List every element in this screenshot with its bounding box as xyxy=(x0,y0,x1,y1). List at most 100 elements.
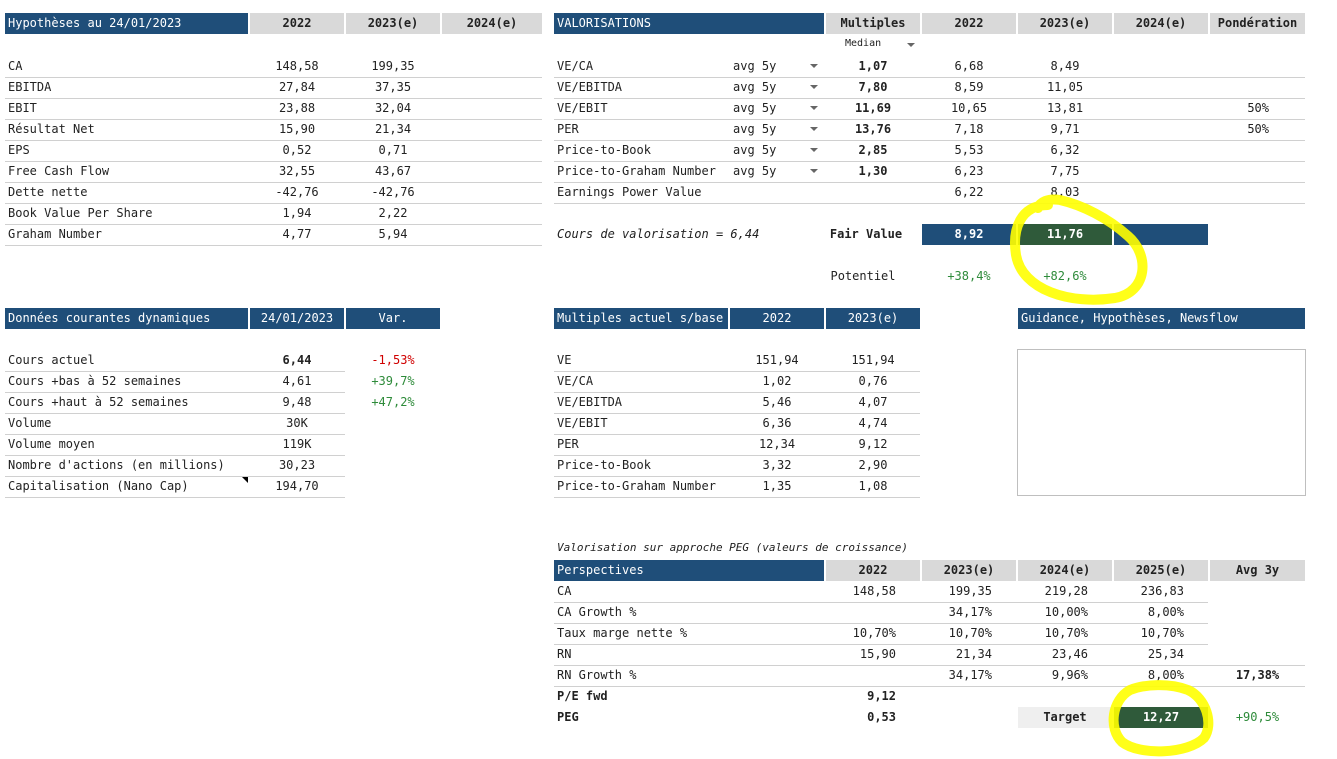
hyp-value[interactable]: 27,84 xyxy=(278,80,316,94)
peg-value[interactable]: 219,28 xyxy=(1044,584,1088,598)
val-2023[interactable]: 9,71 xyxy=(1050,122,1080,136)
target-value[interactable]: 12,27 xyxy=(1114,707,1208,728)
mult-value[interactable]: 12,34 xyxy=(758,437,796,451)
val-2023[interactable]: 7,75 xyxy=(1050,164,1080,178)
avg-select[interactable]: avg 5y xyxy=(733,80,777,94)
val-2022[interactable]: 10,65 xyxy=(950,101,988,115)
peg-value[interactable]: 10,70% xyxy=(948,626,992,640)
val-multiple[interactable]: 13,76 xyxy=(854,122,892,136)
val-2023[interactable]: 8,49 xyxy=(1050,59,1080,73)
hyp-value[interactable]: -42,76 xyxy=(275,185,319,199)
val-2022[interactable]: 6,68 xyxy=(954,59,984,73)
hyp-value[interactable]: 32,55 xyxy=(278,164,316,178)
avg-dropdown-icon[interactable] xyxy=(810,169,818,173)
median-dropdown-icon[interactable] xyxy=(907,43,915,47)
dyn-value[interactable]: 30,23 xyxy=(278,458,316,472)
hyp-value[interactable]: 32,04 xyxy=(374,101,412,115)
avg-select[interactable]: avg 5y xyxy=(733,143,777,157)
val-multiple[interactable]: 11,69 xyxy=(854,101,892,115)
val-2022[interactable]: 6,23 xyxy=(954,164,984,178)
avg-dropdown-icon[interactable] xyxy=(810,64,818,68)
hyp-value[interactable]: 0,52 xyxy=(282,143,312,157)
avg-select[interactable]: avg 5y xyxy=(733,101,777,115)
hyp-value[interactable]: 1,94 xyxy=(282,206,312,220)
fair-value-2022[interactable]: 8,92 xyxy=(922,224,1016,245)
hyp-value[interactable]: 199,35 xyxy=(371,59,415,73)
comment-indicator-icon[interactable] xyxy=(242,477,248,483)
dyn-value[interactable]: 194,70 xyxy=(275,479,319,493)
hyp-value[interactable]: 43,67 xyxy=(374,164,412,178)
avg-dropdown-icon[interactable] xyxy=(810,127,818,131)
hyp-value[interactable]: 21,34 xyxy=(374,122,412,136)
guidance-textbox[interactable] xyxy=(1017,349,1306,496)
dyn-value[interactable]: 4,61 xyxy=(282,374,312,388)
dyn-value[interactable]: 30K xyxy=(286,416,308,430)
val-2022[interactable]: 6,22 xyxy=(954,185,984,199)
val-ponderation[interactable]: 50% xyxy=(1247,122,1269,136)
mult-value[interactable]: 1,35 xyxy=(762,479,792,493)
mult-value[interactable]: 1,02 xyxy=(762,374,792,388)
dyn-value[interactable]: 6,44 xyxy=(282,353,312,367)
mult-value[interactable]: 6,36 xyxy=(762,416,792,430)
median-select[interactable]: Median xyxy=(845,38,882,49)
avg-dropdown-icon[interactable] xyxy=(810,85,818,89)
peg-value[interactable]: 199,35 xyxy=(948,584,992,598)
val-multiple[interactable]: 7,80 xyxy=(858,80,888,94)
potentiel-2023[interactable]: +82,6% xyxy=(1043,269,1087,283)
peg-value[interactable]: 236,83 xyxy=(1140,584,1184,598)
peg-value[interactable]: 10,70% xyxy=(852,626,896,640)
fair-value-2024[interactable] xyxy=(1114,224,1208,245)
hyp-value[interactable]: 5,94 xyxy=(378,227,408,241)
peg-value[interactable]: 15,90 xyxy=(859,647,896,661)
mult-value[interactable]: 1,08 xyxy=(858,479,888,493)
peg-value[interactable]: 34,17% xyxy=(948,605,992,619)
val-2022[interactable]: 7,18 xyxy=(954,122,984,136)
val-2023[interactable]: 8,03 xyxy=(1050,185,1080,199)
val-multiple[interactable]: 1,30 xyxy=(858,164,888,178)
peg-value[interactable]: 8,00% xyxy=(1147,605,1184,619)
peg-value[interactable]: 21,34 xyxy=(955,647,992,661)
val-2022[interactable]: 5,53 xyxy=(954,143,984,157)
mult-value[interactable]: 9,12 xyxy=(858,437,888,451)
avg-select[interactable]: avg 5y xyxy=(733,59,777,73)
val-multiple[interactable]: 2,85 xyxy=(858,143,888,157)
peg-value[interactable]: 25,34 xyxy=(1147,647,1184,661)
hyp-value[interactable]: 4,77 xyxy=(282,227,312,241)
val-2023[interactable]: 6,32 xyxy=(1050,143,1080,157)
dyn-var-value[interactable]: +47,2% xyxy=(371,395,415,409)
peg-avg-value[interactable]: 17,38% xyxy=(1235,668,1280,682)
val-multiple[interactable]: 1,07 xyxy=(858,59,888,73)
hyp-value[interactable]: 0,71 xyxy=(378,143,408,157)
avg-select[interactable]: avg 5y xyxy=(733,122,777,136)
hyp-value[interactable]: 148,58 xyxy=(275,59,319,73)
peg-value[interactable]: 10,70% xyxy=(1140,626,1184,640)
avg-dropdown-icon[interactable] xyxy=(810,148,818,152)
peg-value[interactable]: 9,96% xyxy=(1051,668,1088,682)
peg-value[interactable]: 10,70% xyxy=(1044,626,1088,640)
potentiel-2022[interactable]: +38,4% xyxy=(947,269,991,283)
hyp-value[interactable]: 2,22 xyxy=(378,206,408,220)
mult-value[interactable]: 4,07 xyxy=(858,395,888,409)
peg-value-main[interactable]: 0,53 xyxy=(867,710,896,724)
avg-select[interactable]: avg 5y xyxy=(733,164,777,178)
mult-value[interactable]: 4,74 xyxy=(858,416,888,430)
mult-value[interactable]: 2,90 xyxy=(858,458,888,472)
pe-fwd-value[interactable]: 9,12 xyxy=(867,689,896,703)
peg-value[interactable]: 148,58 xyxy=(852,584,896,598)
hyp-value[interactable]: 37,35 xyxy=(374,80,412,94)
val-ponderation[interactable]: 50% xyxy=(1247,101,1269,115)
dyn-var-value[interactable]: -1,53% xyxy=(371,353,415,367)
mult-value[interactable]: 5,46 xyxy=(762,395,792,409)
hyp-value[interactable]: 23,88 xyxy=(278,101,316,115)
mult-value[interactable]: 151,94 xyxy=(755,353,799,367)
hyp-value[interactable]: 15,90 xyxy=(278,122,316,136)
peg-value[interactable]: 8,00% xyxy=(1147,668,1184,682)
peg-value[interactable]: 34,17% xyxy=(948,668,992,682)
val-2022[interactable]: 8,59 xyxy=(954,80,984,94)
avg-dropdown-icon[interactable] xyxy=(810,106,818,110)
mult-value[interactable]: 151,94 xyxy=(851,353,895,367)
dyn-value[interactable]: 9,48 xyxy=(282,395,312,409)
hyp-value[interactable]: -42,76 xyxy=(371,185,415,199)
val-2023[interactable]: 13,81 xyxy=(1046,101,1084,115)
dyn-value[interactable]: 119K xyxy=(282,437,312,451)
